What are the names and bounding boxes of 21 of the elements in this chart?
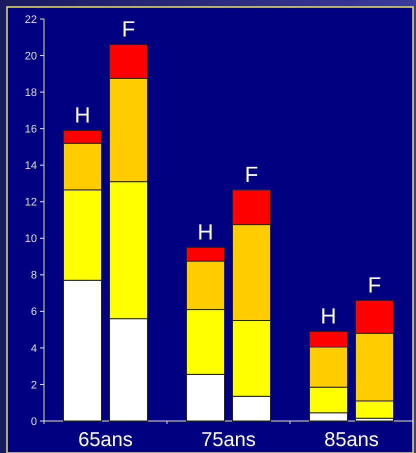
- x-tick-label: F: [122, 16, 136, 42]
- y-tick-label: 6: [30, 306, 37, 318]
- text: 85ans: [324, 429, 379, 451]
- x-tick-label: H: [320, 303, 336, 328]
- y-tick-label: 16: [24, 123, 37, 136]
- y-tick-label: 2: [30, 379, 37, 392]
- text: 65ans: [78, 429, 133, 451]
- y-tick-label: 0: [30, 416, 37, 428]
- x-tick-label: F: [244, 162, 258, 187]
- y-tick-label: 14: [24, 160, 37, 172]
- y-tick-label: 18: [24, 86, 37, 99]
- y-tick-label: 12: [24, 196, 37, 209]
- y-tick-label: 20: [24, 50, 37, 62]
- x-tick-label: F: [368, 272, 382, 298]
- x-tick-label: H: [74, 102, 90, 128]
- y-tick-label: 4: [30, 342, 37, 355]
- text: 75ans: [201, 429, 256, 451]
- x-tick-label: H: [198, 219, 214, 244]
- y-tick-label: 22: [24, 14, 37, 26]
- y-tick-label: 10: [24, 233, 37, 246]
- y-tick-label: 8: [30, 270, 37, 282]
